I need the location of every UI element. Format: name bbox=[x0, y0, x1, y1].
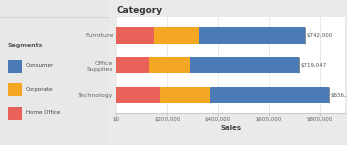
Text: Consumer: Consumer bbox=[26, 64, 54, 68]
Bar bbox=[149, 57, 190, 74]
Bar bbox=[116, 27, 154, 44]
Bar bbox=[199, 27, 305, 44]
FancyBboxPatch shape bbox=[8, 107, 22, 120]
Text: Corporate: Corporate bbox=[26, 87, 54, 92]
Bar bbox=[116, 57, 149, 74]
Text: Segments: Segments bbox=[8, 44, 43, 48]
Bar bbox=[160, 87, 210, 103]
Text: $742,000: $742,000 bbox=[306, 33, 332, 38]
Text: $719,047: $719,047 bbox=[301, 63, 327, 68]
Bar bbox=[210, 87, 329, 103]
Text: Home Office: Home Office bbox=[26, 110, 60, 115]
FancyBboxPatch shape bbox=[8, 60, 22, 73]
Bar bbox=[154, 27, 199, 44]
Text: $836,154: $836,154 bbox=[330, 93, 347, 98]
Text: Category: Category bbox=[116, 6, 162, 15]
X-axis label: Sales: Sales bbox=[220, 125, 241, 131]
FancyBboxPatch shape bbox=[8, 83, 22, 96]
Bar bbox=[116, 87, 160, 103]
Bar bbox=[190, 57, 299, 74]
